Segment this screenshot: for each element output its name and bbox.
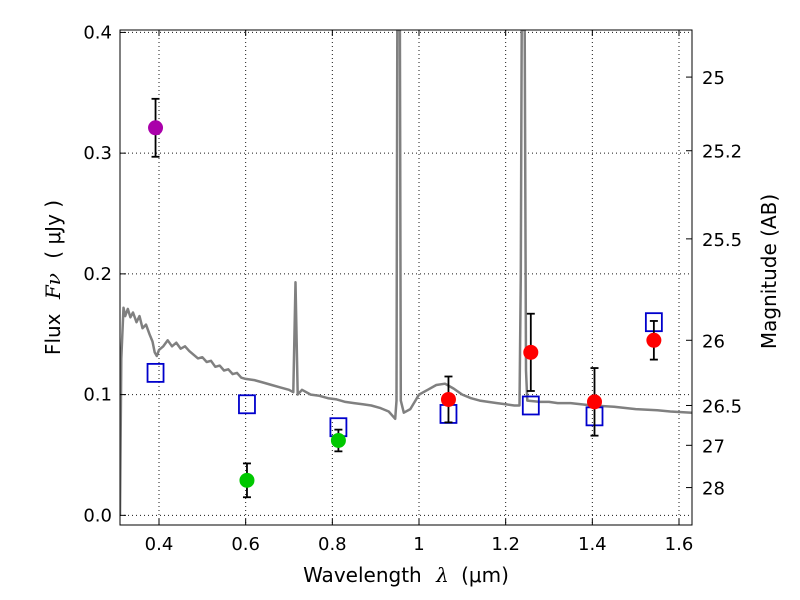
model-flux-marker xyxy=(238,394,256,415)
x-axis-label: Wavelength xyxy=(303,563,422,587)
y-tick-label: 0.2 xyxy=(83,264,112,285)
obs-layer xyxy=(148,97,662,499)
right-tick-label: 26 xyxy=(702,331,725,352)
x-tick-label: 0.8 xyxy=(318,534,347,555)
template-layer xyxy=(120,30,692,516)
y-axis-label: Flux xyxy=(41,313,65,355)
x-axis-symbol: λ xyxy=(435,563,449,587)
x-tick-label: 1.2 xyxy=(491,534,520,555)
plot-frame xyxy=(119,29,693,526)
y-tick-label: 0.3 xyxy=(83,143,112,164)
data-point xyxy=(523,344,539,360)
y-tick-label: 0.0 xyxy=(83,505,112,526)
right-tick-label: 25.2 xyxy=(702,142,742,163)
data-point xyxy=(587,394,602,410)
model-layer xyxy=(146,312,663,438)
y-tick-label: 0.1 xyxy=(83,385,112,406)
right-tick-label: 25 xyxy=(702,68,725,89)
data-point xyxy=(330,432,346,448)
y-tick-label: 0.4 xyxy=(83,22,112,43)
right-tick-label: 28 xyxy=(702,479,725,500)
x-axis-title: Wavelength λ (μm) xyxy=(303,563,509,587)
data-point xyxy=(440,391,456,407)
x-tick-label: 0.6 xyxy=(231,534,260,555)
y-axis-right-title: Magnitude (AB) xyxy=(757,194,781,349)
x-tick-label: 1.4 xyxy=(578,534,607,555)
right-tick-label: 26.5 xyxy=(702,396,742,417)
grid-layer xyxy=(120,30,692,525)
x-axis-unit: (μm) xyxy=(461,563,509,587)
y-axis-symbol: Fν xyxy=(41,273,65,300)
y-axis-title: Flux Fν ( μJy ) xyxy=(41,200,65,355)
data-point xyxy=(148,120,164,136)
x-tick-label: 1.6 xyxy=(665,534,694,555)
sed-template-line xyxy=(120,30,692,516)
data-point xyxy=(239,472,255,488)
tick-layer: 0.4 0.6 0.8 1 1.2 1.4 1.6 0.0 0.1 0.2 0.3 0.4 25 25.2… xyxy=(83,22,742,555)
model-flux-marker xyxy=(521,395,540,416)
x-tick-label: 0.4 xyxy=(145,534,174,555)
data-point xyxy=(646,332,662,348)
x-tick-label: 1 xyxy=(413,534,424,555)
right-tick-label: 25.5 xyxy=(702,230,742,251)
right-tick-label: 27 xyxy=(702,436,725,457)
model-flux-marker xyxy=(146,362,165,383)
y-axis-unit: ( μJy ) xyxy=(41,200,65,259)
